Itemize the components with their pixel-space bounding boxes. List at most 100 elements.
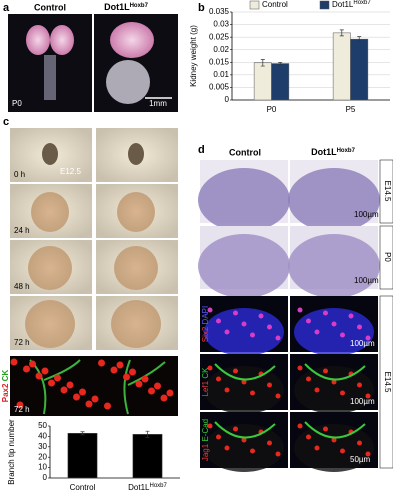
tip <box>60 386 68 394</box>
stain <box>297 307 303 313</box>
y-tick-label: 0.02 <box>213 45 229 54</box>
column-title: Dot1LHoxb7 <box>311 147 356 157</box>
y-tick-label: 30 <box>38 442 47 451</box>
tip <box>73 393 80 401</box>
explant <box>42 143 58 165</box>
time-label: 24 h <box>14 226 30 235</box>
stain <box>216 376 221 382</box>
stain <box>323 368 328 374</box>
y-tick-label: 0 <box>225 95 230 104</box>
scale-label: 50µm <box>350 455 371 464</box>
scale-label: 100µm <box>354 210 379 219</box>
stain <box>306 434 311 440</box>
x-tick-label: P5 <box>346 105 356 114</box>
stain <box>340 390 345 396</box>
stain <box>340 332 345 338</box>
tip <box>123 373 130 381</box>
time-label: 48 h <box>14 282 30 291</box>
stain <box>224 445 230 451</box>
panel-label: b <box>198 2 205 14</box>
photo-grid: E14.5 100µm P0 100µm Six2 DAPI 100µm Lef1 CK 10… <box>198 159 393 472</box>
stain-name: Jag1 <box>201 443 210 461</box>
stage-label: E14.5 <box>383 372 392 393</box>
stain <box>241 379 247 385</box>
label-box <box>379 159 393 224</box>
scale-label: 100µm <box>350 397 375 406</box>
x-tick-label: Control <box>70 483 96 492</box>
stain <box>357 440 362 446</box>
legend-swatch <box>319 0 330 10</box>
tissue <box>294 366 374 414</box>
tissue <box>198 234 290 298</box>
stain <box>297 365 303 371</box>
stage-label: P0 <box>383 252 392 262</box>
explant <box>117 192 155 232</box>
y-tick-label: 0.005 <box>209 83 230 92</box>
stain <box>348 313 354 319</box>
stain <box>267 440 272 446</box>
y-tick-label: 0.025 <box>209 32 230 41</box>
time-label: 72 h <box>14 338 30 347</box>
bar <box>332 32 351 101</box>
tip <box>10 358 18 366</box>
tip <box>98 359 105 367</box>
stain-name: CK <box>201 367 210 379</box>
stain <box>365 335 371 341</box>
stain <box>241 437 247 443</box>
stain <box>233 310 238 316</box>
y-tick-label: 0.03 <box>213 20 229 29</box>
error-bar <box>339 29 344 37</box>
stain <box>357 324 362 330</box>
stain <box>314 387 320 393</box>
stain <box>216 318 221 324</box>
tip <box>129 368 136 376</box>
bar <box>350 38 369 101</box>
tip <box>116 361 124 369</box>
stain <box>304 421 366 439</box>
category: P5 <box>346 105 356 114</box>
stain <box>304 363 366 381</box>
error-bar <box>278 62 283 65</box>
error-bar <box>357 36 362 43</box>
explant <box>128 143 144 165</box>
stain <box>250 448 255 454</box>
legend-name: Dot1L <box>332 0 354 9</box>
tip <box>91 395 99 403</box>
superscript: Hoxb7 <box>353 0 371 6</box>
tip <box>104 402 111 410</box>
stain <box>250 332 255 338</box>
photo <box>10 356 178 416</box>
stage-label: E12.5 <box>60 167 81 176</box>
stain-label: Pax2 CK <box>1 370 10 403</box>
y-tick-label: 0 <box>43 473 48 482</box>
tip <box>41 367 49 375</box>
stain <box>365 393 371 399</box>
stain <box>267 382 272 388</box>
x-tick-label: P0 <box>267 105 277 114</box>
stain <box>306 318 311 324</box>
tip <box>110 366 118 374</box>
stain <box>275 451 281 457</box>
stain <box>233 426 238 432</box>
stain <box>224 329 230 335</box>
column-title: Control <box>229 147 261 157</box>
time-label: 0 h <box>14 170 25 179</box>
y-tick-label: 0.015 <box>209 57 230 66</box>
tip <box>35 372 43 380</box>
pax2-stain <box>10 358 174 410</box>
kidney <box>50 25 74 55</box>
stain <box>267 324 272 330</box>
stain <box>314 445 320 451</box>
stain <box>241 321 247 327</box>
stain <box>340 448 345 454</box>
bar <box>271 63 290 101</box>
stain <box>207 307 213 313</box>
tip <box>66 381 74 389</box>
y-tick-label: 20 <box>38 452 47 461</box>
stain-name: Lef1 <box>201 380 210 396</box>
error-bar <box>145 430 150 438</box>
tip <box>54 374 61 382</box>
explant <box>111 300 161 348</box>
tip <box>148 387 155 395</box>
